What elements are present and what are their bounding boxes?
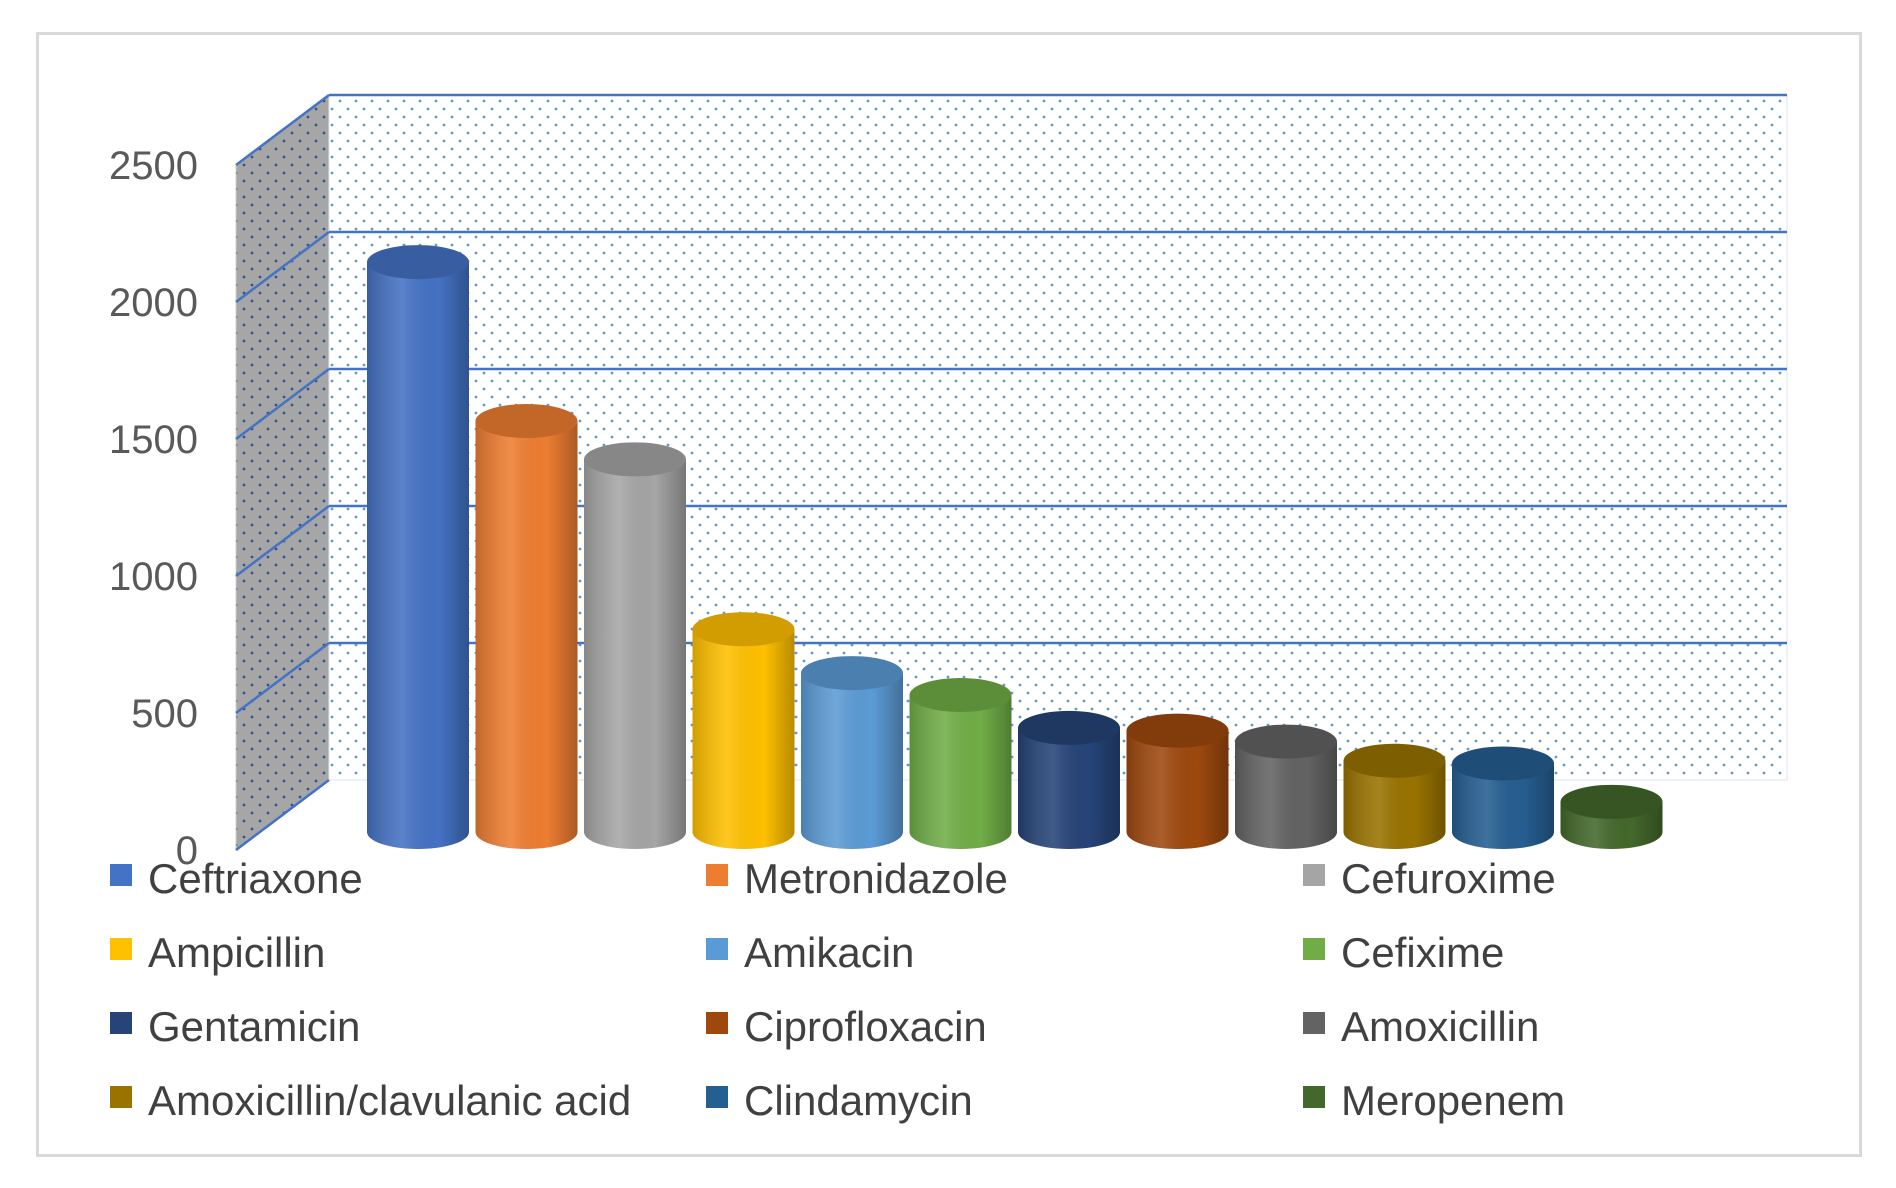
bar-top [367,245,469,280]
bar-4 [692,612,795,849]
legend-label: Metronidazole [744,855,1008,902]
side-wall [235,93,330,852]
legend-swatch [706,1012,728,1034]
bar-2 [475,404,578,849]
legend-item: Clindamycin [706,1077,973,1124]
y-tick-label: 2500 [109,144,198,188]
legend-item: Amikacin [706,929,914,976]
legend-item: Cefuroxime [1303,855,1556,902]
bar-shading [1235,741,1337,849]
legend-swatch [110,864,132,886]
bar-top [801,656,903,691]
legend-label: Amoxicillin [1341,1003,1539,1050]
gridline-side [235,94,330,166]
legend-label: Meropenem [1341,1077,1565,1124]
bar-7 [1018,710,1120,849]
legend-label: Amikacin [744,929,914,976]
bar-shading [367,262,469,849]
bar-shading [1343,760,1446,849]
legend-swatch [1303,864,1325,886]
legend-item: Ceftriaxone [110,855,363,902]
y-axis-ticks: 0 500 1000 1500 2000 2500 [109,144,198,873]
y-tick-label: 0 [176,829,198,873]
bar-top [1452,746,1554,781]
bar-top [1235,724,1337,759]
y-tick-label: 1500 [109,418,198,462]
gridline-side [235,505,330,577]
bar-top [475,404,578,438]
legend-item: Amoxicillin/clavulanic acid [110,1077,631,1124]
bar-top [1018,710,1120,745]
bar-1 [367,245,469,849]
bar-10 [1343,743,1446,849]
legend-item: Ampicillin [110,929,325,976]
gridline-side [235,231,330,303]
legend-item: Amoxicillin [1303,1003,1539,1050]
legend-item: Gentamicin [110,1003,360,1050]
bar-top [1343,743,1446,778]
legend-swatch [110,1086,132,1108]
bar-top [584,442,686,477]
legend-label: Ciprofloxacin [744,1003,987,1050]
bar-top [909,678,1012,712]
legend-label: Ampicillin [148,929,325,976]
legend-swatch [110,1012,132,1034]
bar-shading [801,673,903,849]
legend-swatch [1303,1012,1325,1034]
gridline-side [235,368,330,440]
bar-shading [692,629,795,849]
bar-3 [584,442,686,849]
legend-label: Gentamicin [148,1003,360,1050]
legend-item: Meropenem [1303,1077,1565,1124]
bar-9 [1235,724,1337,849]
bar-11 [1452,746,1554,849]
legend-item: Cefixime [1303,929,1504,976]
legend-swatch [1303,1086,1325,1108]
legend-item: Ciprofloxacin [706,1003,987,1050]
bar-shading [1126,730,1229,849]
legend-label: Amoxicillin/clavulanic acid [148,1077,631,1124]
bar-shading [584,459,686,849]
legend-swatch [706,1086,728,1108]
bars [367,245,1663,849]
bar-8 [1126,713,1229,849]
bar-top [1126,713,1229,748]
bar-6 [909,678,1012,849]
y-tick-label: 1000 [109,555,198,599]
legend-swatch [110,938,132,960]
legend-item: Metronidazole [706,855,1008,902]
bar-shading [909,695,1012,849]
bar-shading [1452,763,1554,849]
gridline-side [235,642,330,714]
legend: Ceftriaxone Metronidazole Cefuroxime Ampici… [110,855,1565,1124]
legend-label: Ceftriaxone [148,855,363,902]
legend-label: Cefuroxime [1341,855,1556,902]
legend-label: Clindamycin [744,1077,973,1124]
gridline-side [235,779,330,851]
y-tick-label: 500 [131,692,198,736]
legend-swatch [706,864,728,886]
bar-12 [1560,784,1663,849]
y-tick-label: 2000 [109,281,198,325]
bar-5 [801,656,903,849]
bar-shading [475,421,578,849]
bar-top [1560,784,1663,819]
legend-label: Cefixime [1341,929,1504,976]
legend-swatch [706,938,728,960]
bar-shading [1018,727,1120,849]
bar-top [692,612,795,647]
legend-swatch [1303,938,1325,960]
